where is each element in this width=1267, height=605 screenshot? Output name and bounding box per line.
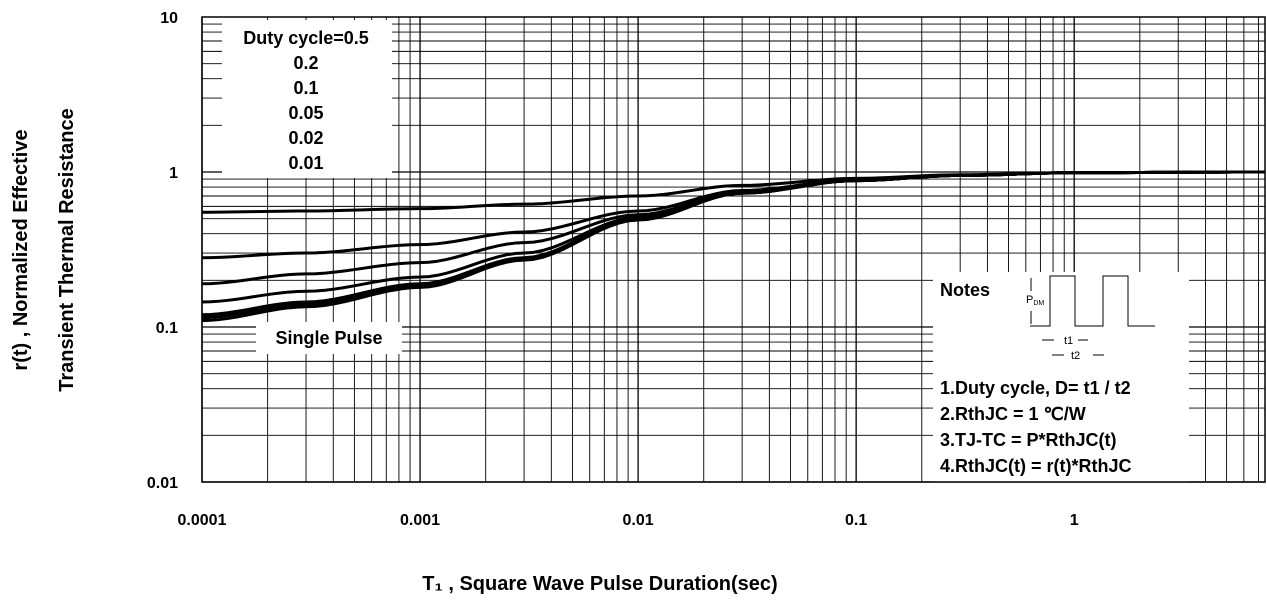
notes-background: [933, 272, 1189, 482]
tick-layer: 0.0001 0.001 0.01 0.1 1 0.01 0.1 1 10: [147, 10, 1079, 529]
x-tick-label: 0.001: [400, 512, 440, 529]
x-tick-label: 1: [1070, 512, 1079, 529]
legend-entries: Duty cycle=0.5 0.2 0.1 0.05 0.02 0.01: [243, 28, 369, 173]
y-axis-title-2: Transient Thermal Resistance: [56, 108, 78, 391]
legend-entry: 0.2: [293, 53, 318, 73]
legend-background: [222, 20, 392, 178]
x-tick-label: 0.01: [623, 512, 654, 529]
t1-label: t1: [1064, 335, 1073, 347]
single-pulse-background: [256, 322, 402, 354]
notes-line-2: 2.RthJC = 1 ℃/W: [940, 404, 1086, 424]
notes-line-1: 1.Duty cycle, D= t1 / t2: [940, 378, 1131, 398]
series-line-3: [201, 170, 1266, 286]
legend-entry: 0.05: [288, 103, 323, 123]
legend-entry: 0.1: [293, 78, 318, 98]
legend-entry: 0.02: [288, 128, 323, 148]
y-tick-label: 10: [160, 10, 178, 27]
legend-entry: 0.01: [288, 153, 323, 173]
pulse-diagram: PDM t1 t2: [1026, 275, 1155, 362]
y-tick-label: 0.01: [147, 475, 178, 492]
x-tick-label: 0.0001: [178, 512, 227, 529]
pulse-waveform: [1030, 275, 1155, 327]
pdm-label: PDM: [1026, 294, 1044, 307]
x-axis-title: T₁ , Square Wave Pulse Duration(sec): [422, 573, 777, 595]
plot-frame: [201, 16, 1266, 483]
notes-title: Notes: [940, 280, 990, 300]
single-pulse-label: Single Pulse: [275, 328, 382, 348]
legend-entry: Duty cycle=0.5: [243, 28, 369, 48]
series-layer: [201, 170, 1266, 323]
y-tick-label: 1: [169, 165, 178, 182]
series-line-7: [201, 170, 1266, 323]
single-pulse-box: Single Pulse: [256, 322, 402, 354]
notes-line-3: 3.TJ-TC = P*RthJC(t): [940, 430, 1117, 450]
legend-box: Duty cycle=0.5 0.2 0.1 0.05 0.02 0.01: [222, 20, 392, 178]
y-tick-label: 0.1: [156, 320, 178, 337]
y-axis-title: r(t) , Normalized Effective: [10, 129, 32, 370]
x-tick-label: 0.1: [845, 512, 867, 529]
notes-box: Notes PDM t1 t2 1.Duty cycle, D= t1 / t2…: [933, 272, 1189, 482]
notes-line-4: 4.RthJC(t) = r(t)*RthJC: [940, 456, 1132, 476]
t2-label: t2: [1071, 350, 1080, 362]
